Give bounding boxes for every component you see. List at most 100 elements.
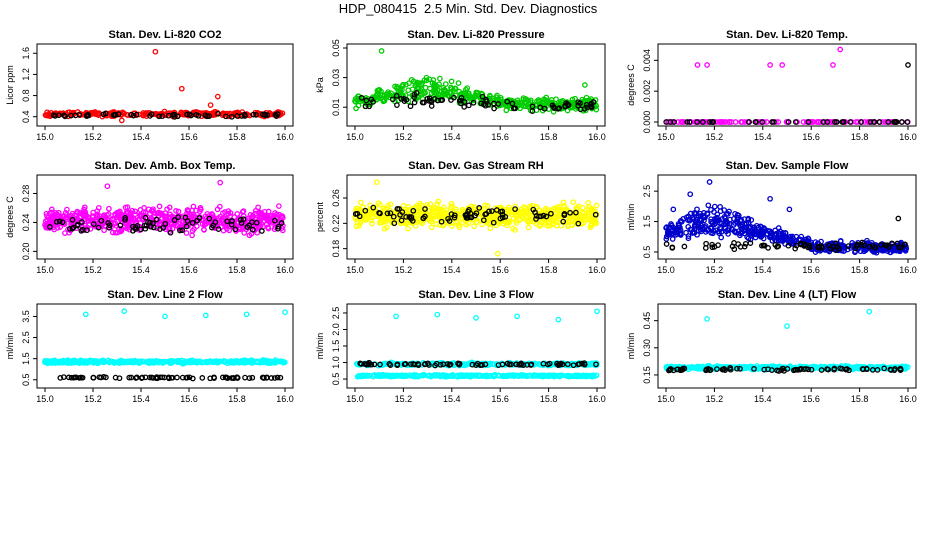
plot-frame — [36, 174, 294, 260]
data-point-hourly — [61, 112, 68, 119]
data-point-all — [204, 359, 211, 366]
data-point-hourly — [274, 374, 281, 381]
data-point-all — [159, 360, 166, 366]
data-point-hourly — [555, 362, 562, 368]
data-point-hourly — [194, 217, 201, 224]
data-point-all — [563, 219, 569, 226]
data-point-hourly — [387, 210, 394, 216]
data-point-hourly — [867, 119, 874, 125]
data-point-hourly — [592, 211, 599, 218]
data-point-all-low — [472, 372, 479, 379]
data-point-all-low — [374, 373, 381, 379]
data-point-hourly — [426, 98, 432, 104]
x-tick-label: 15.6 — [491, 265, 509, 275]
data-point-hourly — [468, 214, 475, 221]
outlier-point — [494, 250, 501, 257]
data-point-all — [710, 230, 716, 237]
x-tick-label: 15.8 — [228, 132, 246, 142]
data-point-all — [47, 358, 54, 365]
data-point-all-low — [367, 372, 373, 379]
data-point-all — [508, 209, 514, 216]
data-point-all — [261, 358, 267, 365]
x-tick-label: 15.4 — [132, 132, 150, 142]
data-point-all — [365, 214, 372, 220]
data-point-hourly — [275, 225, 281, 232]
x-tick-label: 16.0 — [588, 265, 606, 275]
data-point-hourly — [512, 206, 518, 212]
data-point-all-low — [414, 373, 421, 379]
data-point-all — [352, 95, 359, 102]
y-tick-label: 0.20 — [21, 243, 31, 261]
data-point-all — [234, 211, 241, 217]
data-point-all — [212, 358, 219, 365]
data-point-hourly — [249, 226, 256, 233]
data-point-hourly — [260, 111, 266, 118]
data-point-hourly — [899, 119, 905, 125]
x-tick-label: 15.4 — [443, 132, 461, 142]
plot-frame — [657, 303, 917, 389]
data-point-hourly — [474, 360, 481, 367]
data-point-all — [711, 203, 718, 210]
data-point-all — [197, 204, 204, 211]
data-point-hourly — [588, 100, 595, 107]
data-point-hourly — [278, 220, 285, 226]
outlier-point — [905, 62, 911, 68]
data-point-hourly — [805, 119, 812, 125]
data-point-all — [392, 83, 398, 90]
data-point-all — [518, 206, 525, 213]
data-point-all-low — [391, 373, 397, 379]
data-point-hourly — [852, 245, 859, 252]
data-point-hourly — [90, 221, 97, 227]
data-point-all — [434, 201, 441, 208]
data-point-hourly — [377, 210, 383, 217]
data-point-hourly — [153, 216, 160, 223]
data-point-hourly — [702, 245, 709, 251]
data-point-hourly — [420, 215, 427, 221]
data-point-hourly — [232, 226, 239, 233]
data-point-hourly — [386, 361, 393, 367]
data-point-all — [367, 205, 374, 212]
data-point-hourly — [156, 113, 162, 120]
data-point-all — [711, 209, 717, 215]
data-point-hourly — [847, 119, 854, 125]
data-point-all — [770, 235, 777, 241]
x-tick-label: 16.0 — [588, 132, 606, 142]
data-point-hourly — [798, 365, 804, 372]
data-point-all — [553, 213, 560, 219]
data-point-hourly — [808, 366, 815, 373]
data-point-hourly — [142, 214, 149, 221]
data-point-all — [399, 86, 405, 93]
chart-panel-4: Stan. Dev. Amb. Box Temp.degrees C15.0 15… — [5, 160, 294, 275]
data-point-all-low — [563, 372, 569, 379]
data-point-all — [553, 96, 559, 103]
data-point-hourly — [495, 101, 502, 107]
data-point-hourly — [846, 367, 852, 374]
data-point-hourly — [499, 211, 506, 218]
data-point-all-low — [449, 372, 456, 378]
data-point-hourly — [824, 119, 831, 125]
data-point-all — [353, 205, 360, 212]
data-point-hourly — [877, 242, 884, 248]
data-point-all — [487, 225, 494, 232]
data-point-hourly — [751, 366, 757, 372]
data-point-hourly — [434, 97, 441, 104]
data-point-hourly — [398, 95, 405, 102]
data-point-all — [509, 225, 516, 232]
data-point-all — [233, 359, 240, 366]
data-point-all — [513, 220, 520, 226]
x-tick-label: 16.0 — [276, 265, 294, 275]
data-point-hourly — [508, 361, 514, 368]
data-point-all — [536, 221, 543, 228]
x-tick-label: 15.8 — [851, 394, 869, 404]
panel-title: Stan. Dev. Amb. Box Temp. — [95, 160, 236, 172]
data-point-all — [670, 227, 676, 234]
outlier-point — [704, 316, 710, 322]
data-point-hourly — [90, 374, 97, 381]
data-point-hourly — [516, 361, 522, 368]
data-point-hourly — [504, 360, 511, 367]
data-point-hourly — [249, 374, 256, 381]
data-point-hourly — [69, 216, 76, 223]
data-point-all-low — [539, 373, 545, 380]
data-point-hourly — [387, 362, 394, 368]
